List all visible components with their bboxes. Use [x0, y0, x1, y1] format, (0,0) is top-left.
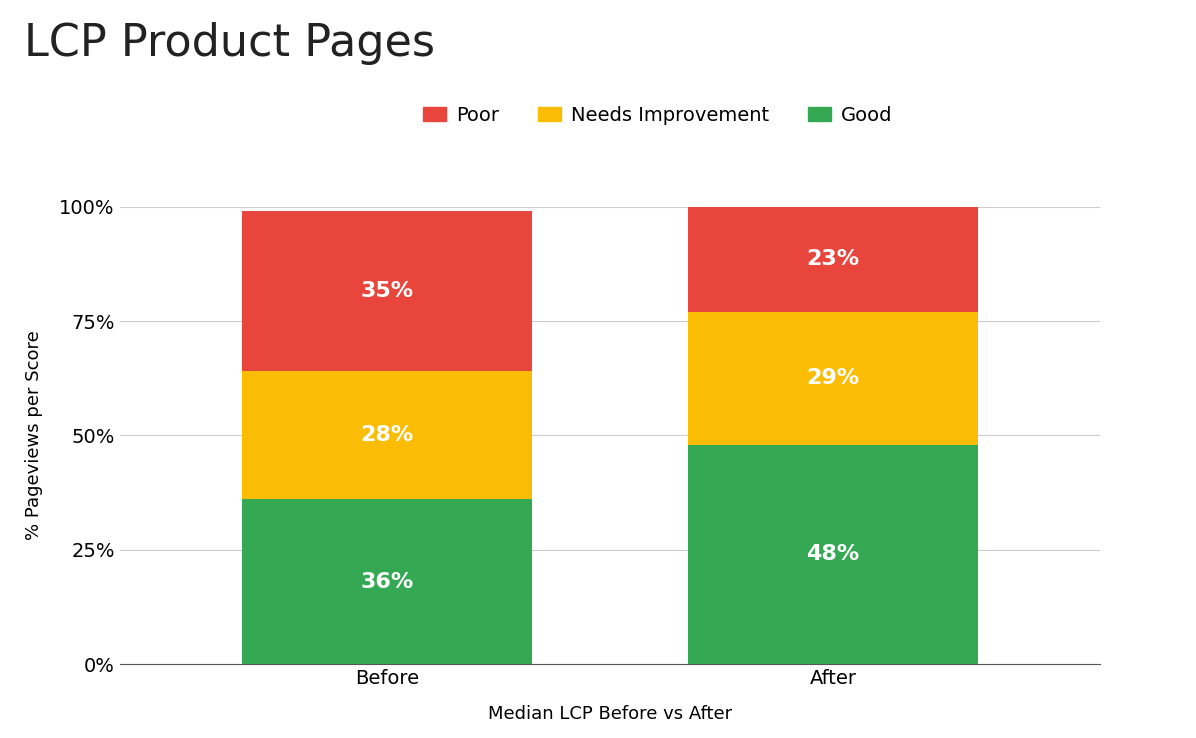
- Bar: [242, 211, 532, 371]
- Bar: [242, 371, 532, 500]
- Text: 36%: 36%: [360, 572, 414, 592]
- Bar: [688, 312, 978, 444]
- Bar: [688, 207, 978, 312]
- Bar: [242, 500, 532, 664]
- Text: 48%: 48%: [806, 545, 860, 565]
- Legend: Poor, Needs Improvement, Good: Poor, Needs Improvement, Good: [415, 98, 901, 133]
- Text: 35%: 35%: [360, 281, 414, 301]
- Text: 28%: 28%: [360, 425, 414, 446]
- X-axis label: Median LCP Before vs After: Median LCP Before vs After: [488, 705, 732, 723]
- Text: LCP Product Pages: LCP Product Pages: [24, 22, 435, 65]
- Text: 23%: 23%: [806, 249, 860, 269]
- Y-axis label: % Pageviews per Score: % Pageviews per Score: [25, 331, 43, 540]
- Text: 29%: 29%: [806, 368, 860, 388]
- Bar: [688, 444, 978, 664]
